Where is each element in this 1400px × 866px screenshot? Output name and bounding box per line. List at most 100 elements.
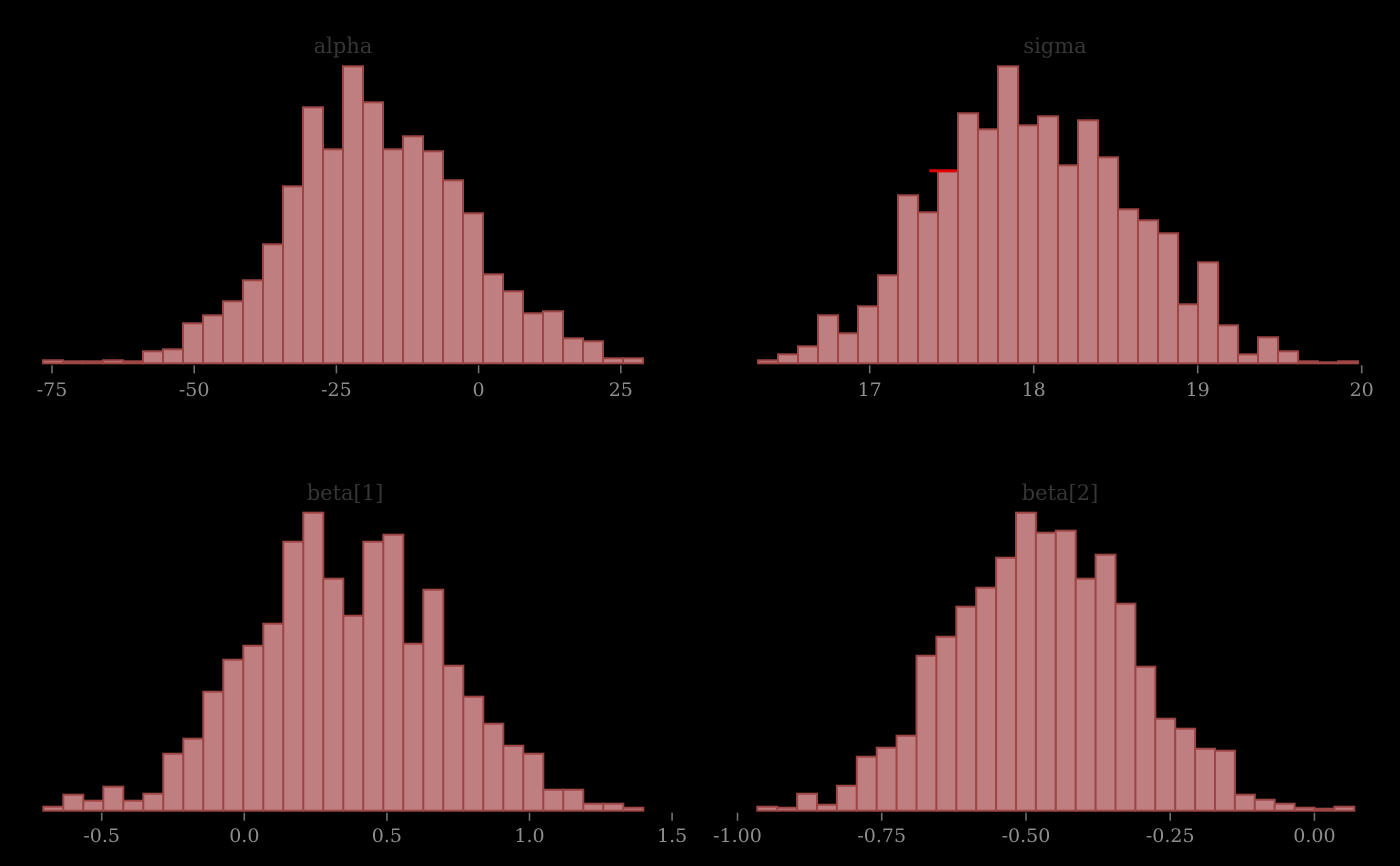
histogram-bar [42, 359, 64, 365]
x-tick-label: 1.0 [514, 825, 544, 847]
x-tick-label: 0.00 [1293, 825, 1335, 847]
histogram-bar [1273, 802, 1296, 812]
histogram-bar [302, 511, 325, 812]
x-tick-label: 0.0 [229, 825, 259, 847]
histogram-bar [402, 135, 424, 365]
chart-title: beta[1] [307, 481, 384, 505]
histogram-beta-1: -0.5 0.0 0.5 1.0 1.5 beta[1] [42, 481, 687, 847]
x-tick-label: -0.75 [857, 825, 906, 847]
histogram-bar [1177, 303, 1199, 365]
histogram-bar [422, 588, 445, 812]
x-tick-label: -50 [179, 379, 210, 401]
histogram-sigma: 17 18 19 20 sigma [757, 34, 1374, 401]
histogram-bar [1157, 232, 1179, 365]
histogram-bar [602, 802, 625, 812]
histogram-bar [42, 805, 65, 812]
histogram-bar [975, 586, 998, 812]
histogram-bar [122, 360, 144, 365]
histogram-bar [102, 785, 125, 812]
histogram-bar [562, 337, 584, 365]
histogram-bar [1337, 360, 1359, 365]
histogram-bar [1114, 602, 1137, 812]
histogram-bar [222, 300, 244, 365]
histogram-bar [422, 150, 444, 365]
histogram-bar [482, 722, 505, 812]
histogram-bar [1077, 119, 1099, 365]
histogram-bar [1214, 749, 1236, 812]
histogram-bar [362, 540, 385, 812]
histogram-bar [162, 348, 184, 365]
histogram-bar [382, 533, 405, 812]
histogram-bar [917, 211, 939, 365]
x-tick-label: 20 [1350, 379, 1374, 401]
histogram-bar [1333, 805, 1356, 812]
histogram-bar [1154, 717, 1177, 812]
histogram-bar [796, 792, 818, 812]
histogram-bar [1117, 208, 1139, 365]
histogram-bar [1237, 353, 1259, 365]
histogram-bar [1233, 793, 1256, 812]
histogram-bar [482, 273, 504, 365]
histogram-alpha: -75 -50 -25 0 25 alpha [37, 34, 644, 401]
histogram-bar [382, 148, 404, 365]
histogram-bar [895, 734, 918, 812]
histogram-bar [502, 290, 524, 365]
histogram-bar [935, 635, 958, 812]
histogram-bar [62, 360, 84, 365]
x-tick-label: 18 [1022, 379, 1046, 401]
histogram-bar [817, 314, 839, 365]
histogram-bar [1277, 350, 1299, 365]
histogram-bar [262, 622, 285, 812]
x-tick-label: -1.00 [713, 825, 762, 847]
histogram-bar [1034, 531, 1057, 812]
histogram-bar [937, 170, 959, 365]
histogram-bar [442, 179, 464, 365]
chart-title: alpha [314, 34, 373, 58]
histogram-bar [915, 654, 938, 812]
histogram-bar [442, 664, 465, 812]
histogram-bar [1137, 219, 1159, 365]
histogram-bar [1074, 577, 1097, 812]
histogram-bar [522, 752, 545, 812]
histogram-bar [995, 556, 1018, 812]
histogram-bar [857, 305, 879, 365]
histogram-bar [1094, 553, 1117, 812]
histogram-bar [182, 322, 204, 365]
chart-title: sigma [1023, 34, 1086, 58]
histogram-bar [202, 690, 225, 812]
histogram-bar [242, 644, 265, 812]
histogram-bar [142, 350, 164, 365]
histogram-bar [777, 353, 799, 365]
histogram-bar [1217, 324, 1239, 365]
histogram-bar [462, 695, 485, 812]
x-tick-label: 17 [858, 379, 882, 401]
histogram-bar [816, 803, 838, 812]
histogram-bar [542, 788, 565, 812]
histogram-bar [462, 212, 484, 365]
histogram-bar [282, 185, 304, 365]
x-tick-label: -0.50 [1002, 825, 1051, 847]
histogram-bar [362, 101, 384, 365]
x-tick-label: 19 [1186, 379, 1210, 401]
x-tick-label: 0 [473, 379, 485, 401]
histogram-bar [242, 279, 264, 365]
histogram-bar [1057, 164, 1079, 365]
histogram-bar [957, 112, 979, 365]
histogram-bar [622, 806, 645, 812]
histogram-bar [62, 793, 85, 812]
histogram-bar [1313, 807, 1336, 812]
histogram-bar [1017, 124, 1039, 365]
histogram-bar [797, 345, 819, 365]
histogram-bar [522, 312, 544, 365]
histogram-bar [1174, 727, 1197, 812]
histogram-bar [1097, 156, 1119, 365]
histogram-bar [1253, 798, 1276, 812]
histogram-bar [342, 65, 364, 365]
histogram-bar [997, 65, 1019, 365]
x-tick-label: 25 [609, 379, 633, 401]
histogram-bar [1297, 360, 1319, 365]
histogram-bar [877, 274, 899, 365]
histogram-bar [602, 357, 624, 365]
histogram-bar [897, 194, 919, 365]
histogram-bar [82, 799, 105, 812]
